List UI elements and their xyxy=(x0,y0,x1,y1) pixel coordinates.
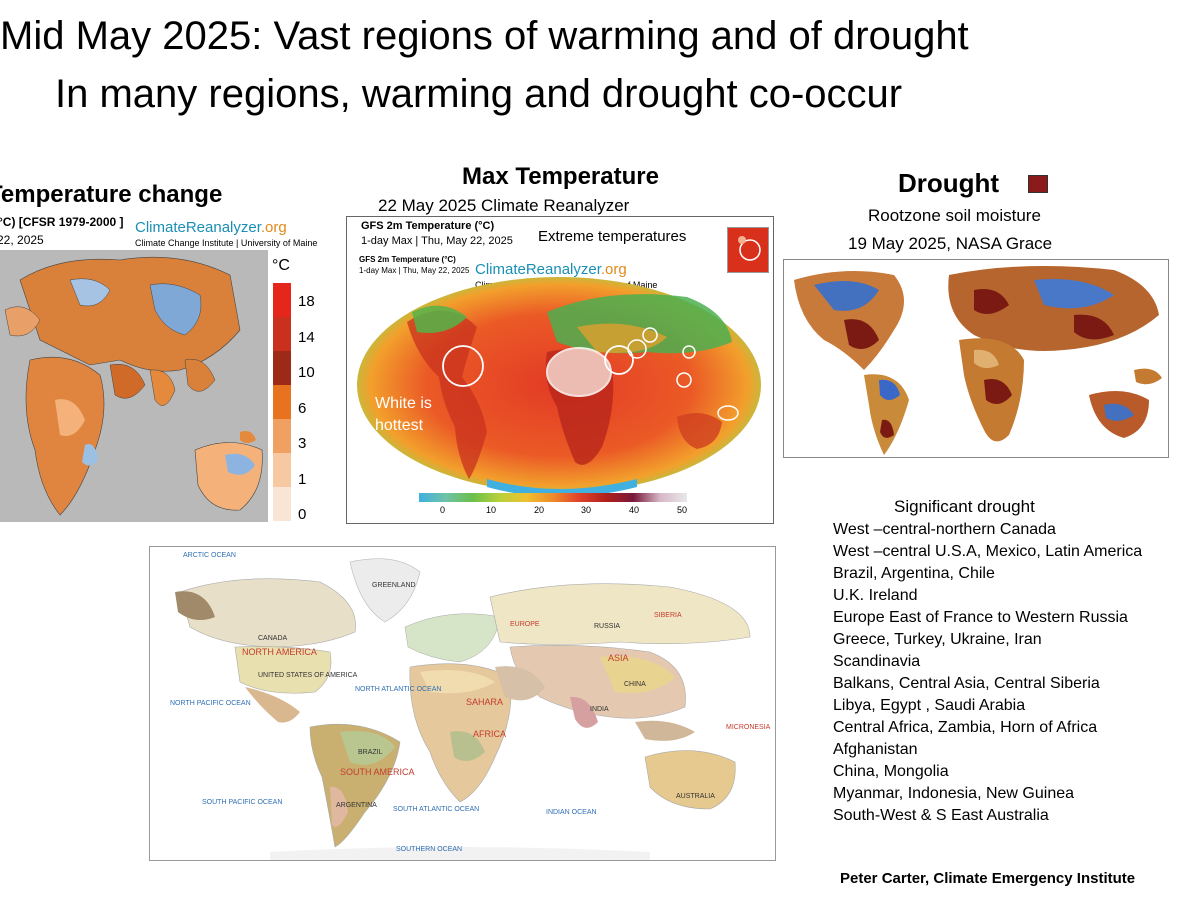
temp-change-map xyxy=(0,250,268,522)
white-is-hottest-line-2: hottest xyxy=(375,417,424,434)
gfs-title-small: GFS 2m Temperature (°C) xyxy=(359,255,456,264)
slide-title-line-2: In many regions, warming and drought co-… xyxy=(55,72,903,116)
max-temp-figure: GFS 2m Temperature (°C) 1-day Max | Thu,… xyxy=(346,216,774,524)
max-temp-date-line: 22 May 2025 Climate Reanalyzer xyxy=(378,196,630,215)
political-world-map: ARCTIC OCEAN NORTH PACIFIC OCEAN SOUTH P… xyxy=(149,546,776,861)
drought-list-item: Scandinavia xyxy=(833,653,921,670)
drought-list-item: Central Africa, Zambia, Horn of Africa xyxy=(833,719,1098,736)
max-temp-scale-tick-30: 30 xyxy=(581,505,592,515)
max-temp-scale-tick-10: 10 xyxy=(486,505,497,515)
temp-change-caption-2: 22, 2025 xyxy=(0,233,44,247)
max-temp-colorbar xyxy=(419,493,687,502)
extreme-temps-circle-icon xyxy=(738,236,761,261)
slide-title-line-1: Mid May 2025: Vast regions of warming an… xyxy=(0,14,969,58)
drought-list-item: Europe East of France to Western Russia xyxy=(833,609,1128,626)
gfs-subtitle-small: 1-day Max | Thu, May 22, 2025 xyxy=(359,266,470,275)
temp-change-scale-tick-10: 10 xyxy=(298,364,315,381)
drought-list-item: West –central-northern Canada xyxy=(833,521,1056,538)
continent-label-europe: EUROPE xyxy=(510,621,540,628)
political-world-map-graphic: ARCTIC OCEAN NORTH PACIFIC OCEAN SOUTH P… xyxy=(150,547,775,860)
drought-list-title: Significant drought xyxy=(894,497,1035,516)
max-temp-scale-tick-50: 50 xyxy=(677,505,688,515)
ocean-label-south-pacific: SOUTH PACIFIC OCEAN xyxy=(202,799,282,806)
temp-change-scale-tick-14: 14 xyxy=(298,329,315,346)
white-is-hottest-line-1: White is xyxy=(375,395,432,412)
drought-list-item: China, Mongolia xyxy=(833,763,949,780)
country-label-argentina: ARGENTINA xyxy=(336,802,377,809)
drought-list-item: Greece, Turkey, Ukraine, Iran xyxy=(833,631,1042,648)
country-label-china: CHINA xyxy=(624,681,646,688)
temp-change-scale-tick-1: 1 xyxy=(298,471,307,488)
temp-change-colorbar xyxy=(273,283,291,521)
ocean-label-north-pacific: NORTH PACIFIC OCEAN xyxy=(170,700,251,707)
max-temp-heading: Max Temperature xyxy=(462,163,659,190)
ocean-label-southern: SOUTHERN OCEAN xyxy=(396,846,462,853)
extreme-temperatures-label: Extreme temperatures xyxy=(538,228,687,245)
region-label-siberia: SIBERIA xyxy=(654,612,682,619)
author-credit: Peter Carter, Climate Emergency Institut… xyxy=(840,870,1136,887)
max-temp-logo: ClimateReanalyzer.org xyxy=(475,261,627,278)
max-temp-scale-tick-40: 40 xyxy=(629,505,640,515)
country-label-greenland: GREENLAND xyxy=(372,582,416,589)
continent-label-north-america: NORTH AMERICA xyxy=(242,647,317,657)
temp-change-caption-1: (°C) [CFSR 1979-2000 ] xyxy=(0,215,124,229)
ocean-label-indian: INDIAN OCEAN xyxy=(546,809,597,816)
drought-list-item: Libya, Egypt , Saudi Arabia xyxy=(833,697,1026,714)
drought-list-item: South-West & S East Australia xyxy=(833,807,1049,824)
drought-list-item: Myanmar, Indonesia, New Guinea xyxy=(833,785,1075,802)
max-temp-world-map xyxy=(357,277,761,497)
gfs-subtitle: 1-day Max | Thu, May 22, 2025 xyxy=(361,235,513,247)
temp-change-logo-sub: Climate Change Institute | University of… xyxy=(135,238,318,248)
drought-soil-moisture-map xyxy=(784,260,1168,457)
drought-list: West –central-northern Canada West –cent… xyxy=(833,519,1142,827)
temp-change-anomaly-map xyxy=(0,250,268,522)
gfs-title: GFS 2m Temperature (°C) xyxy=(361,220,495,232)
drought-line-1: Rootzone soil moisture xyxy=(868,206,1041,225)
continent-label-asia: ASIA xyxy=(608,653,629,663)
temp-change-scale-tick-0: 0 xyxy=(298,506,307,523)
country-label-canada: CANADA xyxy=(258,635,288,642)
temp-change-heading: Temperature change xyxy=(0,181,223,208)
drought-line-2: 19 May 2025, NASA Grace xyxy=(848,234,1053,253)
temp-change-scale-unit: °C xyxy=(272,257,290,274)
country-label-usa: UNITED STATES OF AMERICA xyxy=(258,672,358,679)
drought-list-item: Balkans, Central Asia, Central Siberia xyxy=(833,675,1100,692)
region-label-micronesia: MICRONESIA xyxy=(726,724,771,731)
extreme-temps-thumbnail xyxy=(727,227,769,273)
ocean-label-arctic: ARCTIC OCEAN xyxy=(183,552,236,559)
temp-change-scale-tick-3: 3 xyxy=(298,435,307,452)
continent-label-australia: AUSTRALIA xyxy=(676,793,715,800)
drought-list-item: Brazil, Argentina, Chile xyxy=(833,565,995,582)
max-temp-scale-tick-20: 20 xyxy=(534,505,545,515)
max-temp-scale-tick-0: 0 xyxy=(440,505,446,515)
temp-change-scale-tick-18: 18 xyxy=(298,293,315,310)
ocean-label-north-atlantic: NORTH ATLANTIC OCEAN xyxy=(355,686,441,693)
country-label-india: INDIA xyxy=(590,706,609,713)
country-label-russia: RUSSIA xyxy=(594,623,620,630)
drought-heading: Drought xyxy=(898,168,1000,198)
ocean-label-south-atlantic: SOUTH ATLANTIC OCEAN xyxy=(393,806,479,813)
region-label-sahara: SAHARA xyxy=(466,697,503,707)
temp-change-logo: ClimateReanalyzer.org xyxy=(135,219,287,236)
drought-legend-swatch xyxy=(1028,175,1048,193)
temp-change-scale-tick-6: 6 xyxy=(298,400,307,417)
drought-list-item: Afghanistan xyxy=(833,741,918,758)
continent-label-africa: AFRICA xyxy=(473,729,506,739)
drought-map xyxy=(783,259,1169,458)
drought-list-item: U.K. Ireland xyxy=(833,587,918,604)
country-label-brazil: BRAZIL xyxy=(358,749,383,756)
drought-list-item: West –central U.S.A, Mexico, Latin Ameri… xyxy=(833,543,1143,560)
continent-label-south-america: SOUTH AMERICA xyxy=(340,767,415,777)
